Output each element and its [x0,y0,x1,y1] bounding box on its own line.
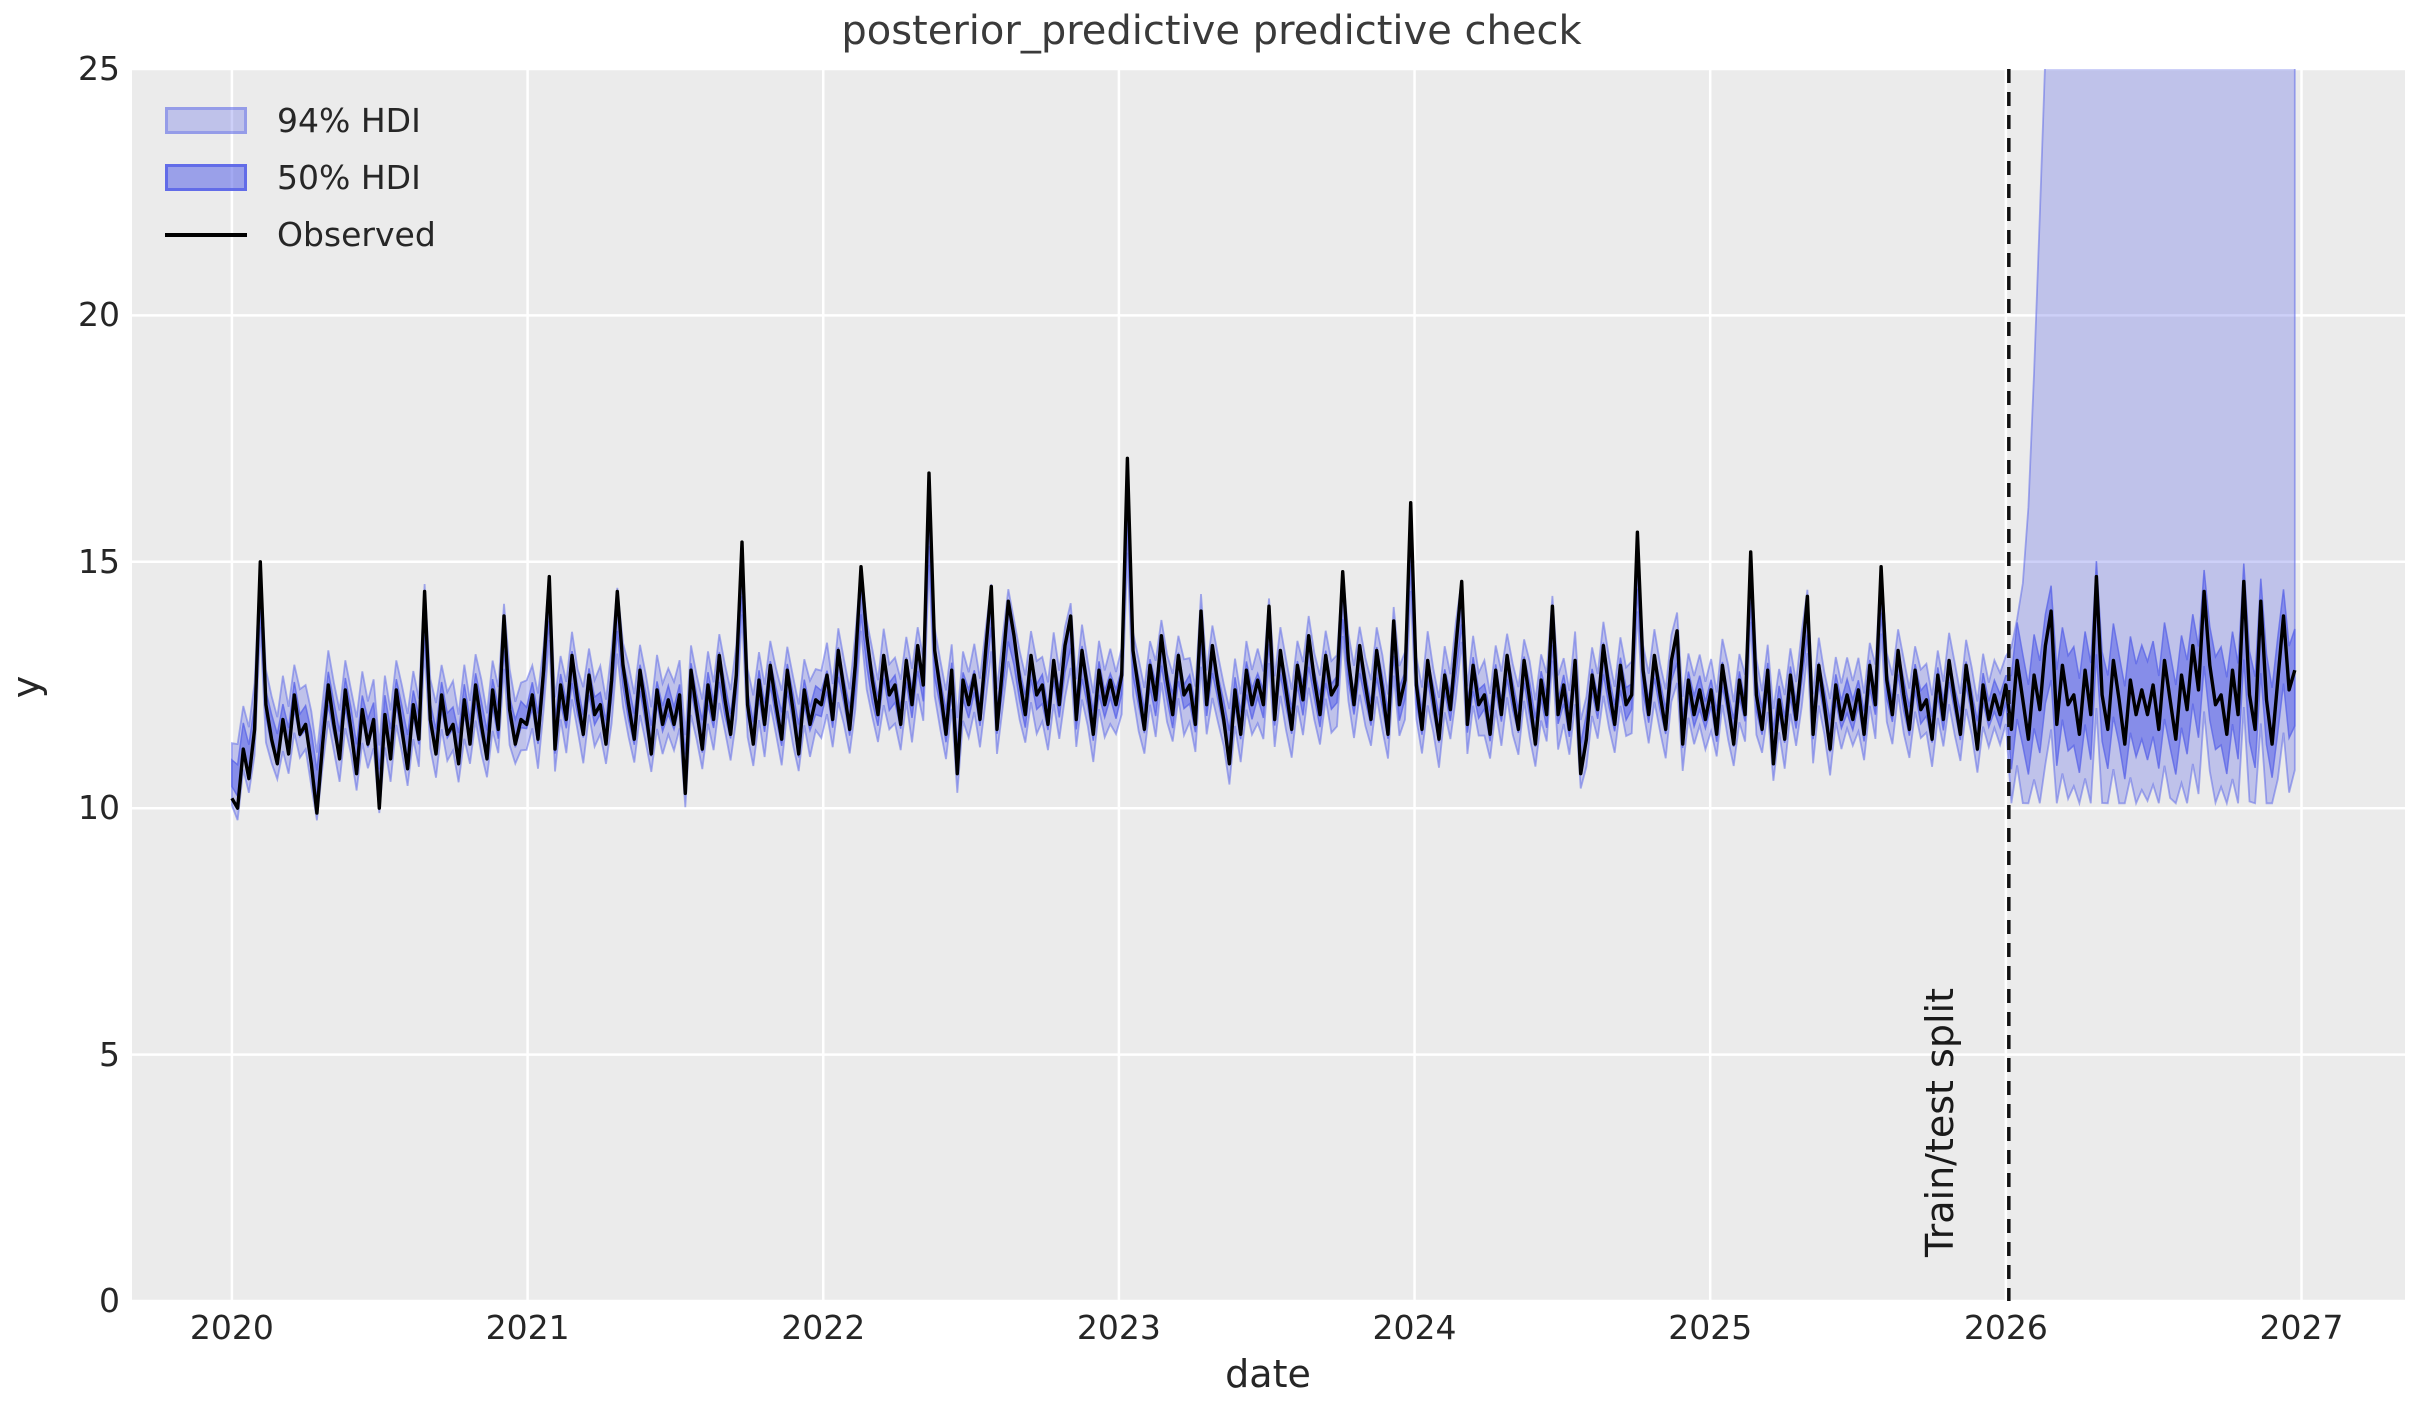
x-tick-label: 2022 [781,1308,866,1347]
x-tick-label: 2025 [1668,1308,1753,1347]
legend-item-50-hdi: 50% HDI [165,158,436,197]
y-axis-label: y [4,675,48,699]
y-tick-label: 5 [99,1034,120,1074]
train-test-split-label: Train/test split [1918,988,1962,1257]
legend-item-observed: Observed [165,215,436,254]
x-tick-label: 2023 [1076,1308,1161,1347]
y-tick-label: 0 [99,1281,120,1320]
y-tick-label: 15 [78,541,120,581]
x-tick-label: 2024 [1372,1308,1457,1347]
legend: 94% HDI 50% HDI Observed [165,101,436,254]
hdi-94-swatch-icon [165,107,247,134]
observed-line-icon [165,232,247,237]
y-tick-label: 20 [78,295,120,335]
y-tick-label: 10 [78,788,120,828]
x-tick-label: 2021 [485,1308,570,1347]
x-tick-label: 2026 [1963,1308,2048,1347]
legend-item-94-hdi: 94% HDI [165,101,436,140]
hdi-50-swatch-icon [165,164,247,191]
x-tick-label: 2020 [189,1308,274,1347]
legend-label: Observed [277,215,436,254]
x-axis-label: date [1225,1352,1311,1396]
legend-label: 94% HDI [277,101,421,140]
observed-line [230,456,2297,815]
y-tick-label: 25 [78,49,120,88]
legend-label: 50% HDI [277,158,421,197]
chart-title: posterior_predictive predictive check [841,8,1582,54]
x-tick-label: 2027 [2259,1308,2344,1347]
